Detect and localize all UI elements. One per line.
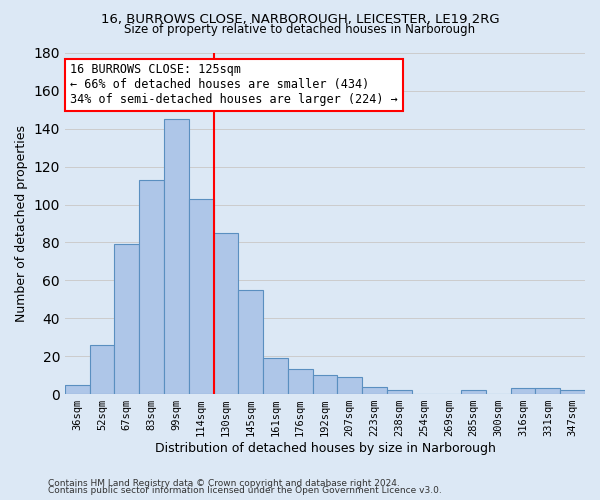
Bar [238, 290, 263, 394]
Y-axis label: Number of detached properties: Number of detached properties [15, 125, 28, 322]
Bar [313, 375, 337, 394]
Bar [214, 233, 238, 394]
Bar [263, 358, 288, 394]
Bar [387, 390, 412, 394]
Bar [115, 244, 139, 394]
Bar [65, 384, 89, 394]
Bar [461, 390, 486, 394]
Bar [139, 180, 164, 394]
Bar [511, 388, 535, 394]
Text: 16 BURROWS CLOSE: 125sqm
← 66% of detached houses are smaller (434)
34% of semi-: 16 BURROWS CLOSE: 125sqm ← 66% of detach… [70, 63, 398, 106]
Bar [89, 345, 115, 394]
Bar [560, 390, 585, 394]
Bar [164, 120, 189, 394]
Bar [362, 386, 387, 394]
Text: Contains public sector information licensed under the Open Government Licence v3: Contains public sector information licen… [48, 486, 442, 495]
Bar [189, 199, 214, 394]
X-axis label: Distribution of detached houses by size in Narborough: Distribution of detached houses by size … [155, 442, 496, 455]
Text: Size of property relative to detached houses in Narborough: Size of property relative to detached ho… [124, 22, 476, 36]
Text: 16, BURROWS CLOSE, NARBOROUGH, LEICESTER, LE19 2RG: 16, BURROWS CLOSE, NARBOROUGH, LEICESTER… [101, 12, 499, 26]
Text: Contains HM Land Registry data © Crown copyright and database right 2024.: Contains HM Land Registry data © Crown c… [48, 478, 400, 488]
Bar [288, 370, 313, 394]
Bar [337, 377, 362, 394]
Bar [535, 388, 560, 394]
